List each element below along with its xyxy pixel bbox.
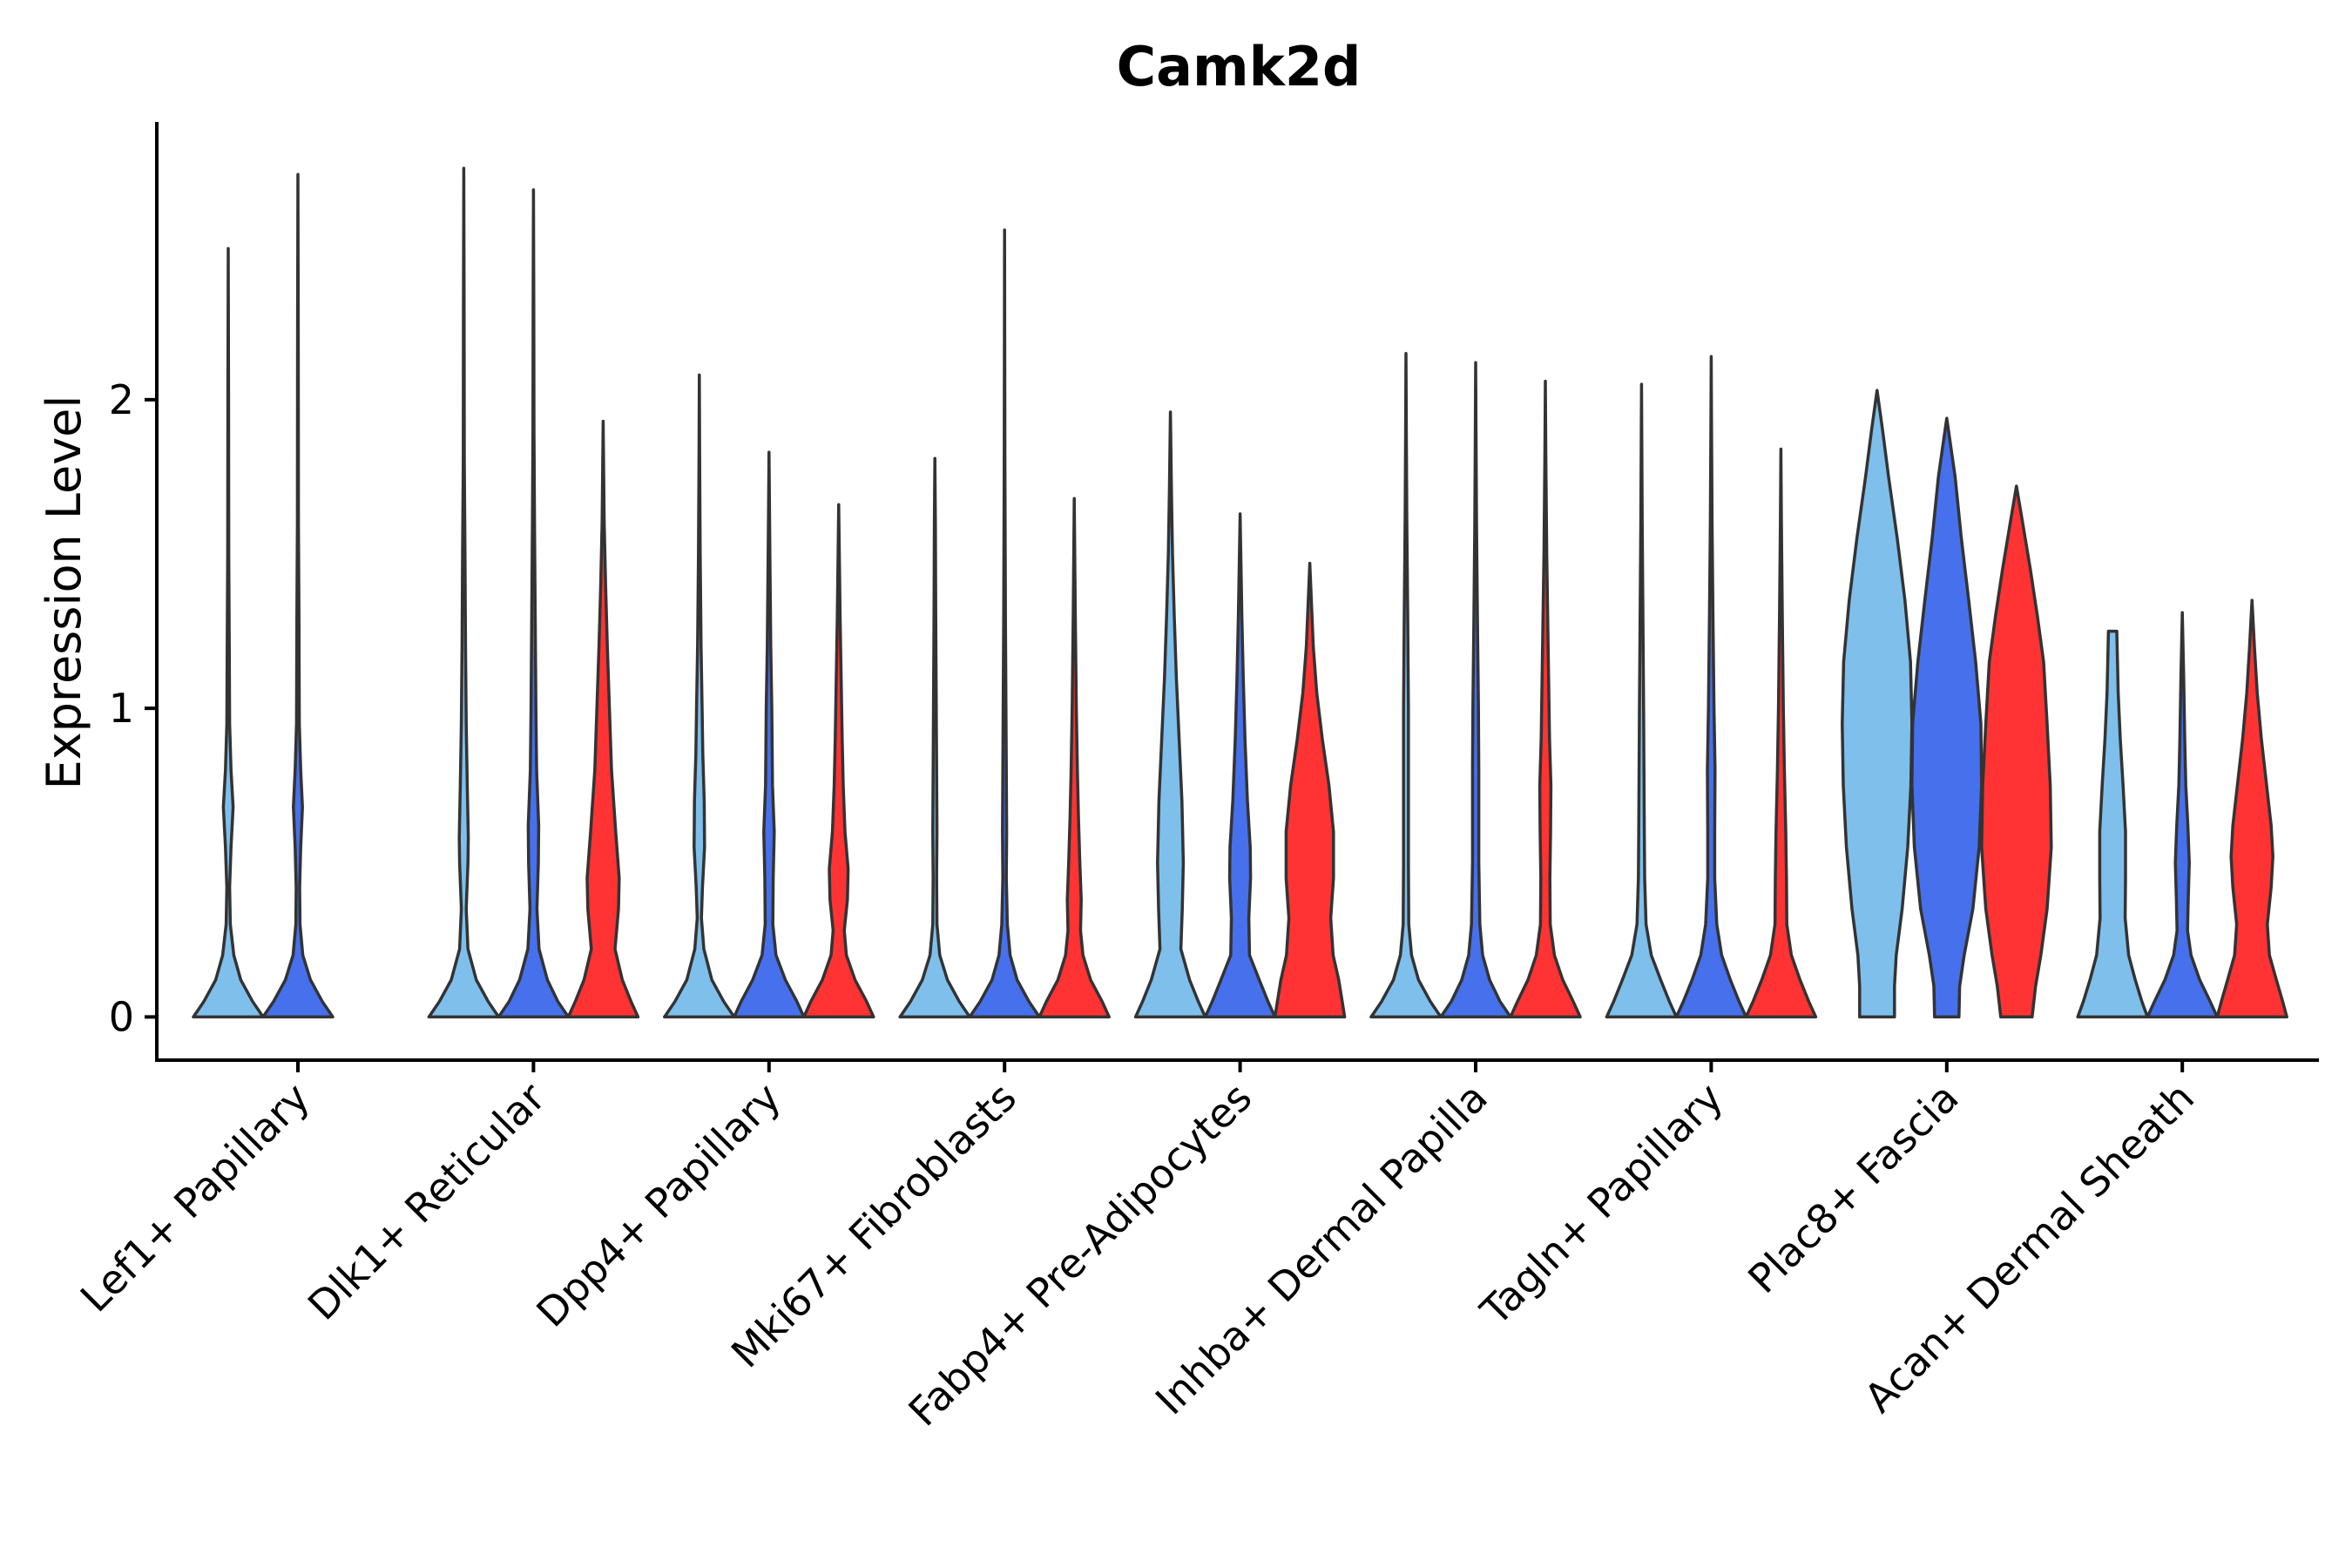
violin-4-1 [898, 456, 971, 1019]
y-tick-label: 0 [109, 993, 134, 1040]
violin-8-3 [1980, 484, 2053, 1019]
violin-9-3 [2215, 598, 2288, 1019]
x-tick-label: Plac8+ Fascia [1739, 1074, 1967, 1302]
violin-7-2 [1674, 355, 1748, 1019]
chart-title: Camk2d [1117, 35, 1362, 98]
x-tick-label: Dlk1+ Reticular [299, 1074, 554, 1329]
violin-6-2 [1439, 361, 1512, 1019]
violin-2-2 [497, 188, 571, 1019]
violin-6-1 [1369, 351, 1443, 1019]
axes [155, 122, 2319, 1062]
violin-7-3 [1744, 447, 1818, 1019]
violin-7-1 [1605, 382, 1679, 1019]
violin-8-1 [1841, 389, 1914, 1019]
violin-4-3 [1037, 497, 1111, 1019]
violin-5-1 [1133, 410, 1207, 1019]
violin-8-2 [1910, 416, 1984, 1019]
violin-5-3 [1273, 561, 1347, 1019]
violin-9-1 [2076, 629, 2149, 1019]
violin-5-2 [1203, 512, 1277, 1019]
y-axis-label: Expression Level [37, 395, 91, 790]
violin-3-2 [733, 450, 806, 1019]
violin-1-1 [192, 247, 265, 1019]
violin-6-3 [1509, 379, 1582, 1019]
violin-2-1 [427, 166, 501, 1019]
violin-2-3 [566, 419, 640, 1019]
violin-3-1 [663, 373, 736, 1019]
violin-4-2 [968, 228, 1041, 1019]
violin-9-2 [2146, 611, 2219, 1019]
x-tick-label: Dpp4+ Papillary [527, 1074, 789, 1336]
violin-1-2 [261, 172, 335, 1019]
y-tick-label: 2 [109, 376, 134, 423]
x-tick-label: Lef1+ Papillary [71, 1074, 319, 1321]
violin-group-layer [192, 166, 2288, 1019]
y-ticks: 0 1 2 [109, 376, 157, 1040]
y-tick-label: 1 [109, 685, 134, 732]
violin-3-3 [802, 503, 875, 1019]
x-tick-label: Tagln+ Papillary [1471, 1074, 1733, 1335]
